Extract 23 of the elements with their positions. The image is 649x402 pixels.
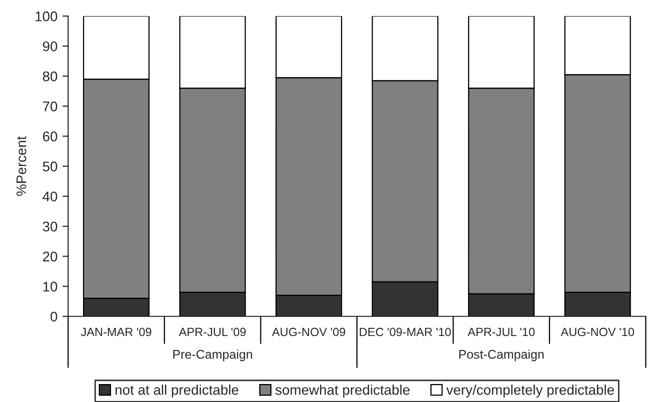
y-tick-label: 40	[42, 192, 58, 202]
x-tick-label: AUG-NOV '10	[560, 328, 634, 336]
y-tick-label: 90	[42, 41, 58, 52]
y-tick-label: 80	[42, 71, 58, 82]
y-axis-title: %Percent	[16, 136, 26, 196]
x-tick-label: APR-JUL '10	[468, 328, 535, 336]
y-tick-label: 0	[50, 312, 58, 322]
y-tick-label: 20	[42, 252, 58, 262]
legend-label: somewhat predictable	[275, 384, 410, 398]
legend-label: very/completely predictable	[446, 384, 614, 398]
y-tick-label: 60	[42, 132, 58, 142]
x-tick-label: APR-JUL '09	[178, 328, 246, 336]
y-tick-label: 50	[42, 162, 58, 172]
text: Post-Campaign	[459, 350, 544, 362]
x-tick-label: AUG-NOV '09	[272, 328, 346, 336]
y-tick-label: 100	[36, 11, 58, 22]
y-tick-label: 30	[42, 222, 58, 232]
x-tick-label: JAN-MAR '09	[80, 328, 152, 336]
x-tick-label: DEC '09-MAR '10	[360, 328, 451, 336]
legend-label: not at all predictable	[116, 384, 238, 398]
y-tick-label: 10	[43, 282, 58, 292]
text: Pre-Campaign	[173, 350, 252, 362]
y-tick-label: 70	[42, 102, 58, 112]
